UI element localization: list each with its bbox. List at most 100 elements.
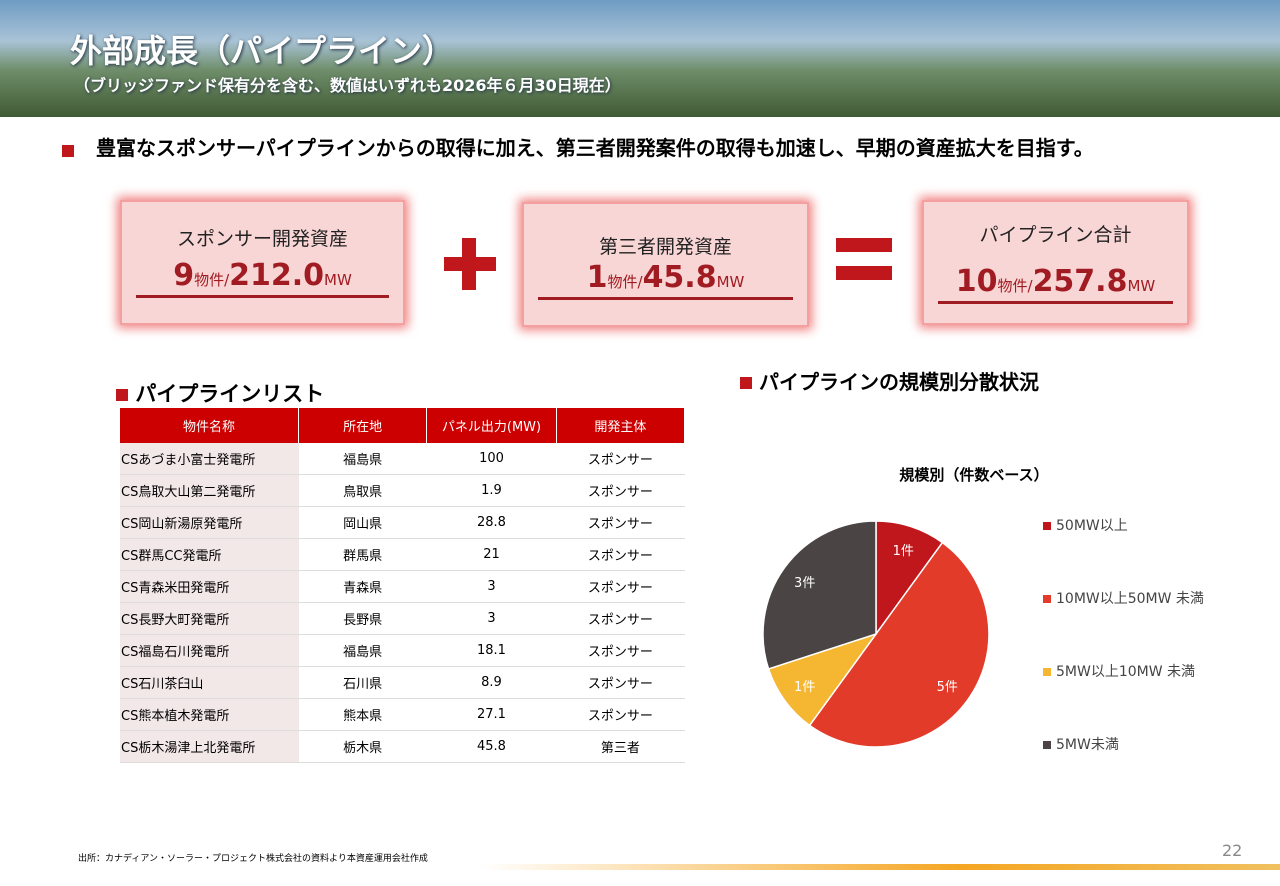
table-row: CS鳥取大山第二発電所 鳥取県 1.9 スポンサー	[120, 474, 685, 507]
count: 1	[586, 260, 608, 295]
box-label: パイプライン合計	[979, 224, 1132, 246]
pie-slice	[762, 520, 877, 670]
pie-chart: 規模別（件数ベース） 1件 50MW以上 5件 10MW以上50MW 未満 1件 5MW以上…	[762, 466, 1204, 753]
table-cell: 45.8	[426, 730, 557, 763]
table-cell: スポンサー	[556, 634, 685, 667]
table-cell: 8.9	[426, 666, 557, 699]
table-row: CS青森米田発電所 青森県 3 スポンサー	[120, 570, 685, 603]
table-cell: CS青森米田発電所	[120, 570, 299, 603]
bullet-text: 豊富なスポンサーパイプラインからの取得に加え、第三者開発案件の取得も加速し、早期…	[96, 136, 1094, 160]
subtitle: （ブリッジファンド保有分を含む、数値はいずれも2026年６月30日現在）	[74, 76, 621, 95]
table-cell: CS石川茶臼山	[120, 666, 299, 699]
table-cell: 21	[426, 538, 557, 571]
table-cell: スポンサー	[556, 474, 685, 507]
table-cell: 長野県	[298, 602, 427, 635]
count: 10	[955, 264, 998, 299]
data-label: 3件	[794, 576, 815, 591]
pie-slice	[808, 541, 990, 748]
table-row: CS熊本植木発電所 熊本県 27.1 スポンサー	[120, 698, 685, 731]
table-row: CS岡山新湯原発電所 岡山県 28.8 スポンサー	[120, 506, 685, 539]
table-row: CS長野大町発電所 長野県 3 スポンサー	[120, 602, 685, 635]
table-cell: 熊本県	[298, 698, 427, 731]
data-label: 1件	[794, 680, 815, 695]
legend-swatch	[1043, 668, 1051, 676]
bullet-marker	[62, 142, 74, 161]
section-title: パイプラインリスト	[116, 378, 324, 408]
data-label: 1件	[893, 544, 914, 559]
chart-title: 規模別（件数ベース）	[899, 466, 1048, 484]
table-cell: スポンサー	[556, 666, 685, 699]
table-cell: CS岡山新湯原発電所	[120, 506, 299, 539]
table-cell: スポンサー	[556, 570, 685, 603]
table-row: CS栃木湯津上北発電所 栃木県 45.8 第三者	[120, 730, 685, 763]
table-cell: 3	[426, 570, 557, 603]
table-cell: 100	[426, 443, 557, 475]
table-cell: 岡山県	[298, 506, 427, 539]
table-cell: 福島県	[298, 634, 427, 667]
table-cell: 18.1	[426, 634, 557, 667]
pie-slice	[767, 632, 878, 727]
table-row: CS石川茶臼山 石川県 8.9 スポンサー	[120, 666, 685, 699]
unit: MW	[716, 273, 745, 291]
unit: MW	[324, 271, 352, 289]
column-header: 所在地	[298, 408, 428, 443]
column-header: 開発主体	[556, 408, 686, 443]
table-cell: CS福島石川発電所	[120, 634, 299, 667]
table-row: CSあづま小富士発電所 福島県 100 スポンサー	[120, 443, 685, 475]
table-cell: スポンサー	[556, 506, 685, 539]
table-cell: スポンサー	[556, 698, 685, 731]
table-cell: 1.9	[426, 474, 557, 507]
legend-label: 50MW以上	[1056, 518, 1128, 534]
box-label: 第三者開発資産	[598, 236, 732, 258]
legend-label: 10MW以上50MW 未満	[1056, 591, 1204, 607]
table-cell: 第三者	[556, 730, 685, 763]
table-cell: 栃木県	[298, 730, 427, 763]
table-cell: 石川県	[298, 666, 427, 699]
table-cell: CSあづま小富士発電所	[120, 443, 299, 475]
legend-swatch	[1043, 741, 1051, 749]
legend-label: 5MW以上10MW 未満	[1056, 664, 1195, 680]
unit: MW	[1127, 277, 1156, 295]
header: 外部成長（パイプライン） （ブリッジファンド保有分を含む、数値はいずれも2026…	[0, 0, 1280, 117]
legend-label: 5MW未満	[1056, 737, 1119, 753]
table-cell: CS群馬CC発電所	[120, 538, 299, 571]
plus-sign	[444, 238, 496, 290]
unit: 物件/	[194, 271, 230, 289]
header-row: 物件名称 所在地 パネル出力(MW) 開発主体	[120, 408, 686, 443]
legend-swatch	[1043, 522, 1051, 530]
chart-section-title: パイプラインの規模別分散状況	[758, 370, 1039, 394]
summary-box: 第三者開発資産 1物件/45.8MW	[522, 202, 809, 327]
column-header: パネル出力(MW)	[426, 408, 557, 443]
table-cell: スポンサー	[556, 443, 685, 475]
page-number: 22	[1222, 841, 1243, 860]
count: 9	[173, 258, 195, 293]
table-row: CS群馬CC発電所 群馬県 21 スポンサー	[120, 538, 685, 571]
summary-box: スポンサー開発資産 9物件/212.0MW	[120, 200, 405, 325]
table-cell: CS栃木湯津上北発電所	[120, 730, 299, 763]
section-title: パイプラインの規模別分散状況	[740, 366, 1039, 395]
table-cell: CS鳥取大山第二発電所	[120, 474, 299, 507]
table-cell: 27.1	[426, 698, 557, 731]
box-label: スポンサー開発資産	[176, 228, 348, 250]
table-cell: スポンサー	[556, 538, 685, 571]
table-title: パイプラインリスト	[135, 382, 325, 406]
table-cell: 鳥取県	[298, 474, 427, 507]
data-label: 5件	[937, 680, 958, 695]
capacity: 45.8	[642, 260, 717, 295]
unit: 物件/	[607, 273, 643, 291]
table-cell: CS熊本植木発電所	[120, 698, 299, 731]
summary-box: パイプライン合計 10物件/257.8MW	[922, 200, 1189, 325]
footer-line	[480, 864, 1280, 870]
legend-swatch	[1043, 595, 1051, 603]
unit: 物件/	[997, 277, 1033, 295]
table-cell: CS長野大町発電所	[120, 602, 299, 635]
table-cell: 群馬県	[298, 538, 427, 571]
table-cell: 3	[426, 602, 557, 635]
table-cell: スポンサー	[556, 602, 685, 635]
pie-slice	[875, 520, 944, 637]
footnote: 出所：カナディアン・ソーラー・プロジェクト株式会社の資料より本資産運用会社作成	[78, 854, 428, 864]
table-cell: 28.8	[426, 506, 557, 539]
equals-sign	[836, 238, 892, 280]
table-cell: 福島県	[298, 443, 427, 475]
